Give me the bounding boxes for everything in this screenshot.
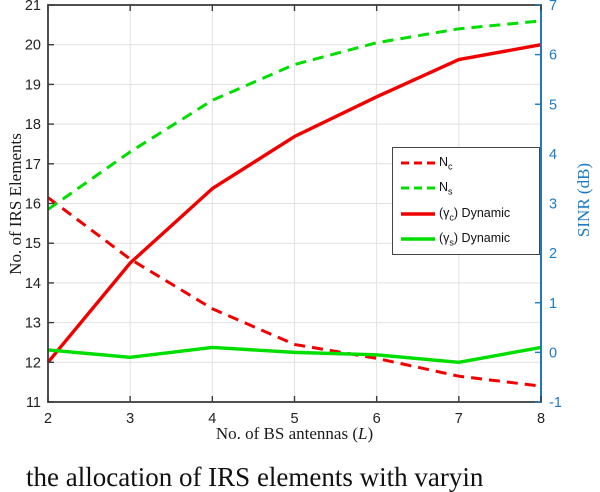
y-tick-label-right: 0: [549, 345, 557, 361]
series-line-2: [46, 43, 542, 364]
legend-entry-ns[interactable]: Ns: [393, 176, 539, 201]
y-tick-label-left: 12: [25, 355, 41, 371]
y-tick-label-right: 7: [549, 0, 557, 14]
series-line-0: [47, 196, 542, 388]
legend-entry-gamma-c[interactable]: (γc) Dynamic: [393, 201, 539, 226]
legend-label-gamma-c: (γc) Dynamic: [439, 205, 511, 223]
figure-container: 2 3 4 5 6 7 8 11 12 13 14 15 16 17 18 19 20 21 -1 0 1 2 3 4 5 6 7 …: [6, 0, 593, 492]
y-tick-label-right: 4: [549, 147, 557, 163]
figure-caption-clipped: the allocation of IRS elements with vary…: [26, 462, 484, 492]
y-tick-label-left: 15: [25, 236, 41, 252]
x-tick-label: 7: [455, 411, 463, 427]
y-tick-label-right: 6: [549, 48, 557, 64]
y-tick-label-left: 19: [25, 77, 41, 93]
legend-entry-nc[interactable]: Nc: [393, 150, 539, 175]
y-tick-label-left: 13: [25, 316, 41, 332]
series-line-3: [47, 345, 542, 364]
y-tick-label-left: 18: [25, 117, 41, 133]
y-tick-label-left: 17: [25, 157, 41, 173]
y-tick-label-left: 16: [25, 197, 41, 213]
x-axis-label: No. of BS antennas (L): [48, 424, 541, 446]
y-tick-label-right: 2: [549, 246, 557, 262]
legend-box[interactable]: Nc Ns (γc) Dynamic (γs) Dynamic: [392, 147, 540, 255]
y-tick-label-left: 21: [25, 0, 41, 14]
x-tick-label: 3: [126, 411, 134, 427]
legend-line-green-dashed-icon: [401, 186, 435, 190]
x-axis-label-text: No. of BS antennas (: [215, 424, 358, 443]
x-axis-label-variable: L: [357, 424, 368, 443]
x-axis-label-close: ): [367, 424, 374, 443]
legend-label-ns: Ns: [439, 180, 453, 197]
legend-label-nc: Nc: [439, 154, 453, 172]
x-tick-label: 8: [537, 411, 545, 427]
right-y-axis-label: SINR (dB): [574, 162, 593, 238]
y-tick-label-right: -1: [549, 395, 562, 411]
legend-line-red-solid-icon: [401, 212, 435, 216]
x-tick-label: 6: [373, 411, 381, 427]
legend-line-red-dashed-icon: [401, 161, 435, 165]
series-line-1: [47, 19, 542, 211]
y-tick-label-left: 11: [26, 395, 41, 411]
left-y-axis-label: No. of IRS Elements: [6, 133, 25, 275]
legend-entry-gamma-s[interactable]: (γs) Dynamic: [393, 227, 539, 252]
y-tick-label-left: 14: [25, 276, 41, 292]
x-tick-label: 5: [290, 411, 298, 427]
y-tick-label-right: 1: [549, 296, 557, 312]
legend-line-green-solid-icon: [401, 237, 435, 241]
y-tick-label-right: 5: [549, 97, 557, 113]
y-tick-label-left: 20: [25, 38, 41, 54]
y-tick-label-right: 3: [549, 197, 557, 213]
legend-label-gamma-s: (γs) Dynamic: [439, 231, 511, 248]
x-tick-label: 4: [208, 411, 216, 427]
x-tick-label: 2: [44, 411, 52, 427]
